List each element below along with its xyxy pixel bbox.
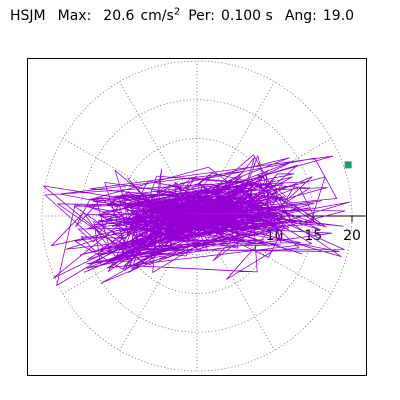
grid-spoke-120 bbox=[119, 81, 178, 183]
per-label: Per: bbox=[188, 8, 215, 24]
grid-spoke-150 bbox=[62, 138, 164, 197]
grid-spoke-30 bbox=[230, 138, 332, 197]
ang-value: 19.0 bbox=[322, 8, 355, 24]
chart-title: HSJM Max: 20.6 cm/s2 Per: 0.100 s Ang: 1… bbox=[10, 6, 355, 38]
ang-label: Ang: bbox=[284, 8, 317, 24]
max-unit-exponent: 2 bbox=[173, 6, 181, 18]
max-unit: cm/s2 bbox=[140, 6, 181, 24]
grid-spoke-60 bbox=[216, 81, 275, 183]
trace-path bbox=[43, 154, 350, 286]
per-value: 0.100 s bbox=[221, 8, 273, 24]
grid-spoke-330 bbox=[230, 235, 332, 294]
grid-spoke-240 bbox=[119, 249, 178, 351]
axis-tick-label-20: 20 bbox=[343, 228, 361, 244]
plot-frame bbox=[27, 58, 367, 376]
peak-marker-square bbox=[344, 161, 352, 169]
max-value: 20.6 bbox=[103, 8, 135, 24]
max-label: Max: bbox=[57, 8, 92, 24]
grid-spoke-300 bbox=[216, 249, 275, 351]
station-code: HSJM bbox=[10, 8, 46, 24]
motion-trace bbox=[43, 154, 350, 286]
peak-marker bbox=[344, 161, 352, 169]
